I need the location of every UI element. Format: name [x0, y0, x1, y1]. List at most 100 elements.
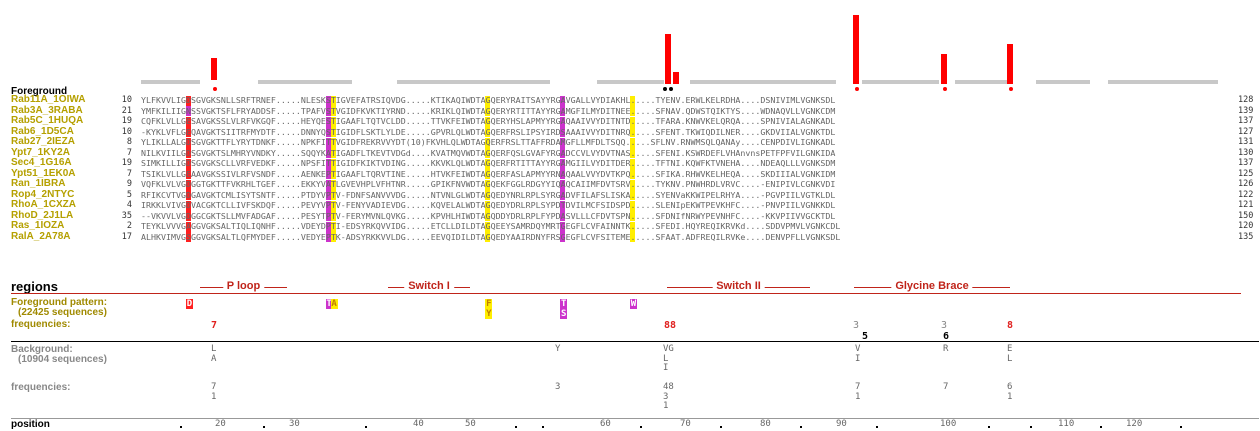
sequence-start: 21	[121, 105, 132, 116]
position-tick-label: 20	[215, 419, 226, 429]
residue-highlight	[185, 200, 191, 211]
residue-highlight	[560, 232, 566, 242]
position-dot	[515, 426, 517, 428]
sequence-name: RalA_2A78A	[11, 230, 71, 242]
residue-highlight	[485, 137, 491, 148]
sequence-name: Ran_1IBRA	[11, 178, 66, 189]
residue-highlight	[325, 116, 331, 127]
residue-highlight	[630, 116, 635, 127]
sequence-name: Ypt51_1EK0A	[11, 167, 76, 179]
position-dot	[542, 426, 544, 428]
sequence-end: 137	[1238, 158, 1254, 168]
residue-highlight	[560, 221, 566, 232]
bg-frequency: 7 1	[211, 382, 217, 402]
bg-frequency: 3	[555, 382, 561, 392]
position-dot	[1180, 426, 1182, 428]
fg-pattern-residue: W	[630, 299, 638, 309]
sequence-end: 126	[1238, 179, 1254, 189]
residue-highlight	[630, 211, 635, 221]
residue-highlight	[630, 148, 635, 158]
residue-highlight	[560, 106, 566, 116]
fg-pattern-residue: Y	[485, 309, 493, 319]
residue-highlight	[560, 127, 566, 137]
sequence-end: 150	[1238, 210, 1254, 221]
sequence-name: Ypt7_1KY2A	[11, 146, 70, 158]
sequence-name: Sec4_1G16A	[11, 157, 72, 168]
gap-region-bar	[597, 80, 664, 84]
fg-pattern-count: (22425 sequences)	[18, 307, 107, 318]
conservation-dot	[1009, 87, 1013, 91]
fg-pattern-residue: S	[560, 309, 568, 319]
position-divider	[11, 418, 1259, 419]
sequence-name: Rab11A_1OIWA	[11, 94, 86, 105]
position-dot	[720, 426, 722, 428]
sequence-residues: ALHKVIMVGSGGVGKSALTLQFMYDEF.....VEDYEPTK…	[141, 231, 841, 242]
residue-highlight	[325, 95, 331, 106]
residue-highlight	[330, 169, 336, 179]
residue-highlight	[185, 116, 191, 127]
sequence-residues: CQFKLVLLGESAVGKSSLVLRFVKGQF.....HEYQESTI…	[141, 116, 836, 126]
sequence-start: 9	[126, 179, 132, 189]
position-dot	[1100, 426, 1102, 428]
residue-highlight	[330, 116, 336, 127]
bg-count: (10904 sequences)	[18, 354, 107, 365]
sequence-residues: YLFKVVLIGDSGVGKSNLLSRFTRNEF.....NLESKSTI…	[141, 95, 836, 105]
residue-highlight	[330, 221, 336, 232]
conservation-dot	[943, 87, 947, 91]
position-dot	[988, 426, 990, 428]
residue-highlight	[630, 232, 635, 242]
sequence-start: 2	[126, 221, 132, 231]
sequence-residues: -KYKLVFLGEQAVGKTSIITRFMYDTF.....DNNYQSTI…	[141, 126, 836, 137]
residue-highlight	[485, 179, 491, 190]
fg-pattern-residue: T	[560, 299, 568, 309]
conservation-bar	[853, 15, 859, 84]
position-dot	[876, 426, 878, 428]
residue-highlight	[560, 148, 566, 158]
residue-highlight	[485, 148, 491, 158]
fg-subfrequency: 5	[862, 331, 869, 342]
residue-highlight	[330, 190, 336, 200]
residue-highlight	[185, 190, 191, 200]
residue-highlight	[325, 106, 331, 116]
residue-highlight	[485, 211, 491, 221]
position-dot	[263, 426, 265, 428]
sequence-start: 10	[121, 95, 132, 105]
sequence-residues: YMFKILIIGNSSVGKTSFLFRYADDSF.....TPAFVSTV…	[141, 105, 836, 116]
conservation-dot	[213, 87, 217, 91]
residue-highlight	[185, 137, 191, 148]
gap-region-bar	[141, 80, 200, 84]
position-tick-label: 90	[836, 419, 847, 429]
residue-highlight	[330, 106, 336, 116]
residue-highlight	[325, 211, 331, 221]
residue-highlight	[485, 200, 491, 211]
residue-highlight	[330, 148, 336, 158]
residue-highlight	[325, 221, 331, 232]
residue-highlight	[185, 127, 191, 137]
fg-pattern-residue: T	[325, 299, 333, 309]
residue-highlight	[485, 127, 491, 137]
gap-region-bar	[690, 80, 836, 84]
residue-highlight	[485, 106, 491, 116]
conservation-dot	[663, 87, 667, 91]
residue-highlight	[560, 95, 566, 106]
bg-frequency: 48 3 1	[663, 382, 674, 411]
fg-frequency: 3	[853, 320, 860, 331]
sequence-end: 121	[1238, 200, 1254, 210]
residue-highlight	[325, 190, 331, 200]
sequence-residues: --VKVVLVGDGGCGKTSLLMVFADGAF.....PESYTPTV…	[141, 210, 836, 221]
residue-highlight	[485, 158, 491, 169]
residue-highlight	[330, 137, 336, 148]
fg-pattern-residue: A	[330, 299, 338, 309]
residue-highlight	[560, 137, 566, 148]
position-tick-label: 70	[680, 419, 691, 429]
residue-highlight	[325, 169, 331, 179]
residue-highlight	[630, 190, 635, 200]
sequence-end: 122	[1238, 189, 1254, 200]
residue-highlight	[185, 169, 191, 179]
bg-residue: VG L I	[663, 344, 674, 373]
position-tick-label: 50	[465, 419, 476, 429]
gap-region-bar	[397, 80, 550, 84]
sequence-end: 137	[1238, 116, 1254, 126]
foreground-label: Foreground	[11, 86, 68, 97]
sequence-residues: TSIKLVLLGEAAVGKSSIVLRFVSNDF.....AENKEPTI…	[141, 168, 836, 179]
